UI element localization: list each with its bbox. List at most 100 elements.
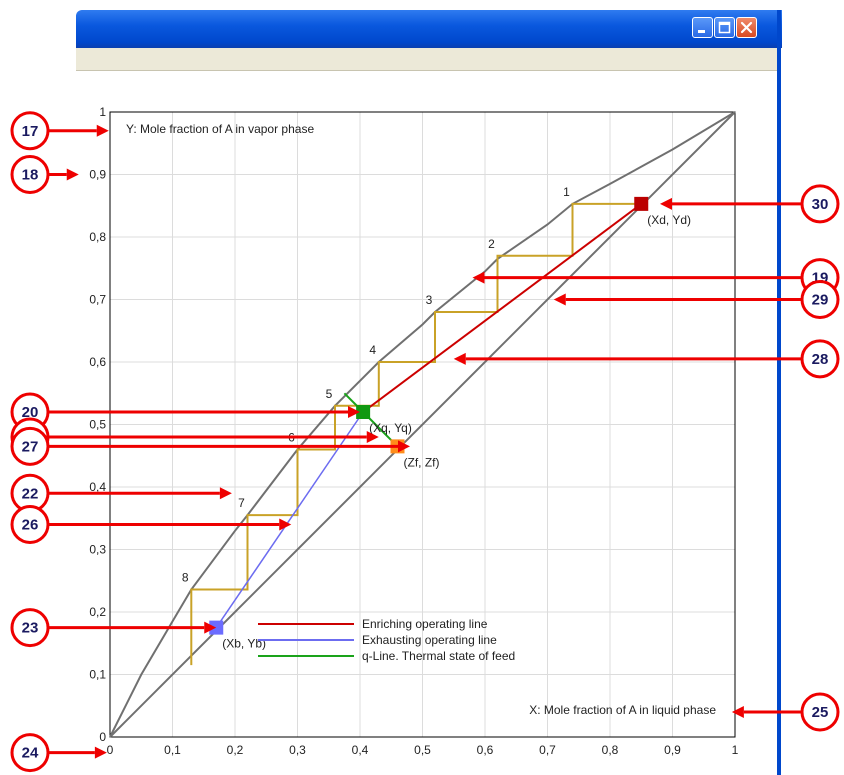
callout-number: 23 [22, 620, 39, 637]
callout-arrow-head [204, 621, 217, 634]
stage-label: 1 [563, 185, 570, 199]
callout-number: 22 [22, 485, 39, 502]
enriching-operating-line [362, 203, 642, 413]
close-icon [740, 21, 753, 34]
callout-arrow-head [279, 518, 292, 531]
x-axis-ticks: 0 0,1 0,2 0,3 0,4 0,5 0,6 0,7 0,8 0,9 1 [107, 743, 739, 757]
callout-number: 29 [812, 292, 829, 309]
callout-number: 27 [22, 438, 39, 455]
callout-markers: 171819202122232425262728293031 [10, 111, 840, 773]
callout-23: 23 [10, 608, 217, 648]
callout-arrow-head [94, 746, 107, 759]
feed-point-label: (Zf, Zf) [404, 455, 440, 469]
x-tick-label: 0,8 [602, 743, 619, 757]
callout-circle [800, 692, 840, 732]
callout-circle [10, 155, 50, 194]
legend-label: q-Line. Thermal state of feed [362, 649, 515, 663]
x-tick-label: 0,2 [227, 743, 244, 757]
callout-25: 25 [731, 692, 840, 732]
callout-arrow-head [366, 431, 379, 443]
y-tick-label: 0,8 [89, 230, 106, 244]
stage-label: 3 [426, 293, 433, 307]
x-tick-label: 1 [732, 743, 739, 757]
intersection-point [356, 405, 371, 419]
x-tick-label: 0,6 [477, 743, 494, 757]
legend-label: Enriching operating line [362, 617, 488, 631]
callout-18: 18 [10, 155, 79, 194]
x-tick-label: 0,7 [539, 743, 556, 757]
window-titlebar [76, 10, 782, 48]
exhausting-operating-line [215, 411, 364, 629]
chart-panel [76, 71, 777, 775]
callout-arrow-head [453, 352, 466, 365]
y-tick-label: 0,5 [89, 418, 106, 432]
callout-27: 27 [10, 426, 410, 466]
y-tick-label: 0,9 [89, 168, 106, 182]
callout-circle [10, 505, 50, 544]
y-axis-label: Y: Mole fraction of A in vapor phase [126, 122, 314, 136]
stage-label: 8 [182, 571, 189, 585]
callout-arrow-head [472, 271, 485, 284]
callout-number: 28 [812, 351, 829, 368]
distillate-point [634, 196, 649, 211]
callout-30: 30 [660, 184, 840, 224]
y-axis-ticks: 0 0,1 0,2 0,3 0,4 0,5 0,6 0,7 0,8 0,9 1 [89, 105, 106, 744]
callout-circle [10, 608, 50, 648]
plot-frame [109, 111, 736, 738]
stage-label: 5 [326, 387, 333, 401]
callout-28: 28 [453, 339, 840, 379]
callout-number: 26 [22, 517, 39, 534]
maximize-icon [718, 21, 731, 34]
menu-bar [76, 48, 781, 71]
stage-label: 4 [369, 343, 376, 357]
callout-number: 18 [22, 167, 39, 184]
y-tick-label: 0 [99, 730, 106, 744]
callout-26: 26 [10, 505, 292, 544]
x-tick-label: 0,5 [414, 743, 431, 757]
callout-number: 17 [22, 123, 39, 140]
callout-circle [10, 733, 50, 773]
callout-arrow-head [348, 406, 360, 418]
callout-arrow-head [66, 168, 79, 181]
y-tick-label: 0,7 [89, 293, 106, 307]
intersection-point-label: (Xq, Yq) [369, 421, 412, 435]
y-tick-label: 0,6 [89, 355, 106, 369]
callout-number: 30 [812, 196, 829, 213]
y-tick-label: 0,4 [89, 480, 106, 494]
stage-label: 7 [238, 496, 245, 510]
bottoms-point-label: (Xb, Yb) [222, 637, 266, 651]
x-tick-label: 0 [107, 743, 114, 757]
key-points: (Xd, Yd) (Xq, Yq) (Zf, Zf) (Xb, Yb) [209, 196, 691, 651]
x-tick-label: 0,9 [664, 743, 681, 757]
callout-29: 29 [553, 280, 840, 319]
x-tick-label: 0,3 [289, 743, 306, 757]
chart-legend: Enriching operating line Exhausting opera… [258, 617, 515, 663]
callout-24: 24 [10, 733, 107, 773]
y-tick-label: 0,1 [89, 668, 106, 682]
distillate-point-label: (Xd, Yd) [647, 213, 691, 227]
x-tick-label: 0,4 [352, 743, 369, 757]
stage-label: 2 [488, 237, 495, 251]
x-axis-label: X: Mole fraction of A in liquid phase [529, 703, 716, 717]
x-tick-label: 0,1 [164, 743, 181, 757]
callout-circle [800, 184, 840, 224]
callout-22: 22 [10, 473, 232, 513]
minimize-button[interactable] [692, 17, 713, 38]
minimize-icon [698, 30, 705, 33]
callout-arrow-head [219, 487, 232, 500]
legend-label: Exhausting operating line [362, 633, 497, 647]
callout-arrow-head [660, 197, 672, 210]
callout-circle [800, 339, 840, 379]
callout-17: 17 [10, 111, 109, 151]
callout-arrow-head [553, 293, 566, 306]
callout-circle [10, 426, 50, 466]
maximize-button[interactable] [714, 17, 735, 38]
callout-arrow-head [96, 124, 109, 137]
callout-number: 20 [22, 404, 39, 421]
y-tick-label: 0,2 [89, 605, 106, 619]
callout-circle [10, 111, 50, 151]
close-button[interactable] [736, 17, 757, 38]
equilibrium-curve [109, 111, 736, 738]
window-frame [777, 10, 781, 775]
